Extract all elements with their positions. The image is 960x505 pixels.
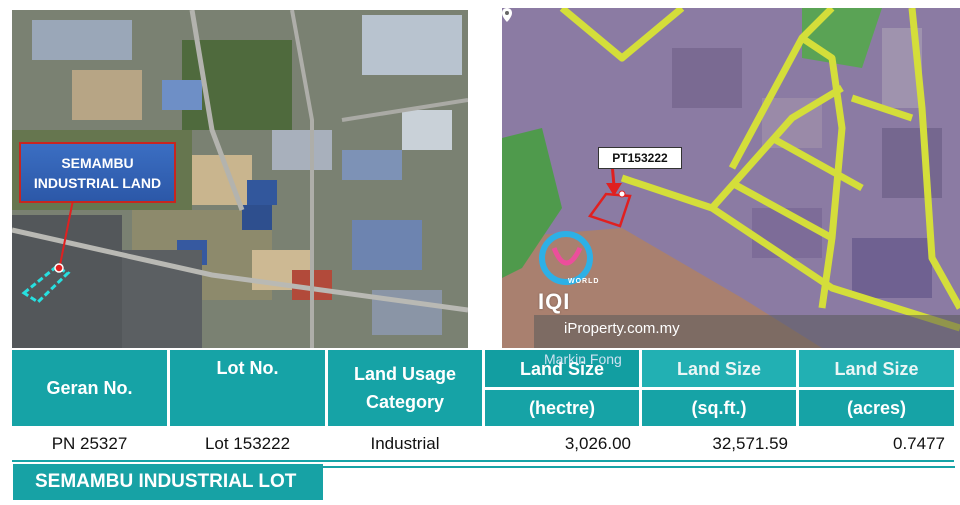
unit-acres: (acres) bbox=[799, 390, 954, 426]
callout-line-2: INDUSTRIAL LAND bbox=[33, 174, 162, 191]
location-pin-icon bbox=[502, 8, 512, 22]
cell-hectre: 3,026.00 bbox=[485, 428, 631, 460]
cell-usage: Industrial bbox=[328, 428, 482, 460]
land-details-table: Geran No. Lot No. Land Usage Category La… bbox=[12, 350, 954, 462]
zoning-overlay bbox=[502, 8, 960, 348]
watermark-text: iProperty.com.my bbox=[564, 320, 680, 337]
header-geran: Geran No. bbox=[12, 350, 167, 426]
satellite-imagery bbox=[12, 10, 468, 348]
logo-brand: IQI bbox=[538, 289, 571, 314]
header-lot: Lot No. bbox=[170, 350, 325, 426]
header-size-sqft: Land Size bbox=[642, 350, 796, 387]
header-size-hectre: Land Size bbox=[485, 350, 639, 387]
header-size-acres: Land Size bbox=[799, 350, 954, 387]
unit-hectre: (hectre) bbox=[485, 390, 639, 426]
lot-label: PT153222 bbox=[598, 147, 682, 169]
zoning-map-right: PT153222 WORLD IQI iProperty.com.my bbox=[502, 8, 960, 348]
cell-geran: PN 25327 bbox=[12, 428, 167, 460]
cell-lot: Lot 153222 bbox=[170, 428, 325, 460]
land-callout: SEMAMBU INDUSTRIAL LAND bbox=[19, 142, 176, 203]
logo-world-text: WORLD bbox=[568, 278, 600, 285]
cell-sqft: 32,571.59 bbox=[642, 428, 788, 460]
agent-name: Markin Fong bbox=[544, 351, 622, 367]
watermark-bar bbox=[534, 315, 960, 348]
unit-sqft: (sq.ft.) bbox=[642, 390, 796, 426]
header-usage: Land Usage Category bbox=[328, 350, 482, 426]
callout-line-1: SEMAMBU bbox=[61, 154, 134, 171]
footer-divider bbox=[323, 466, 955, 468]
satellite-map-left: SEMAMBU INDUSTRIAL LAND bbox=[12, 10, 468, 348]
cell-acres: 0.7477 bbox=[799, 428, 945, 460]
footer-title: SEMAMBU INDUSTRIAL LOT bbox=[13, 464, 323, 500]
row-divider bbox=[12, 460, 954, 462]
